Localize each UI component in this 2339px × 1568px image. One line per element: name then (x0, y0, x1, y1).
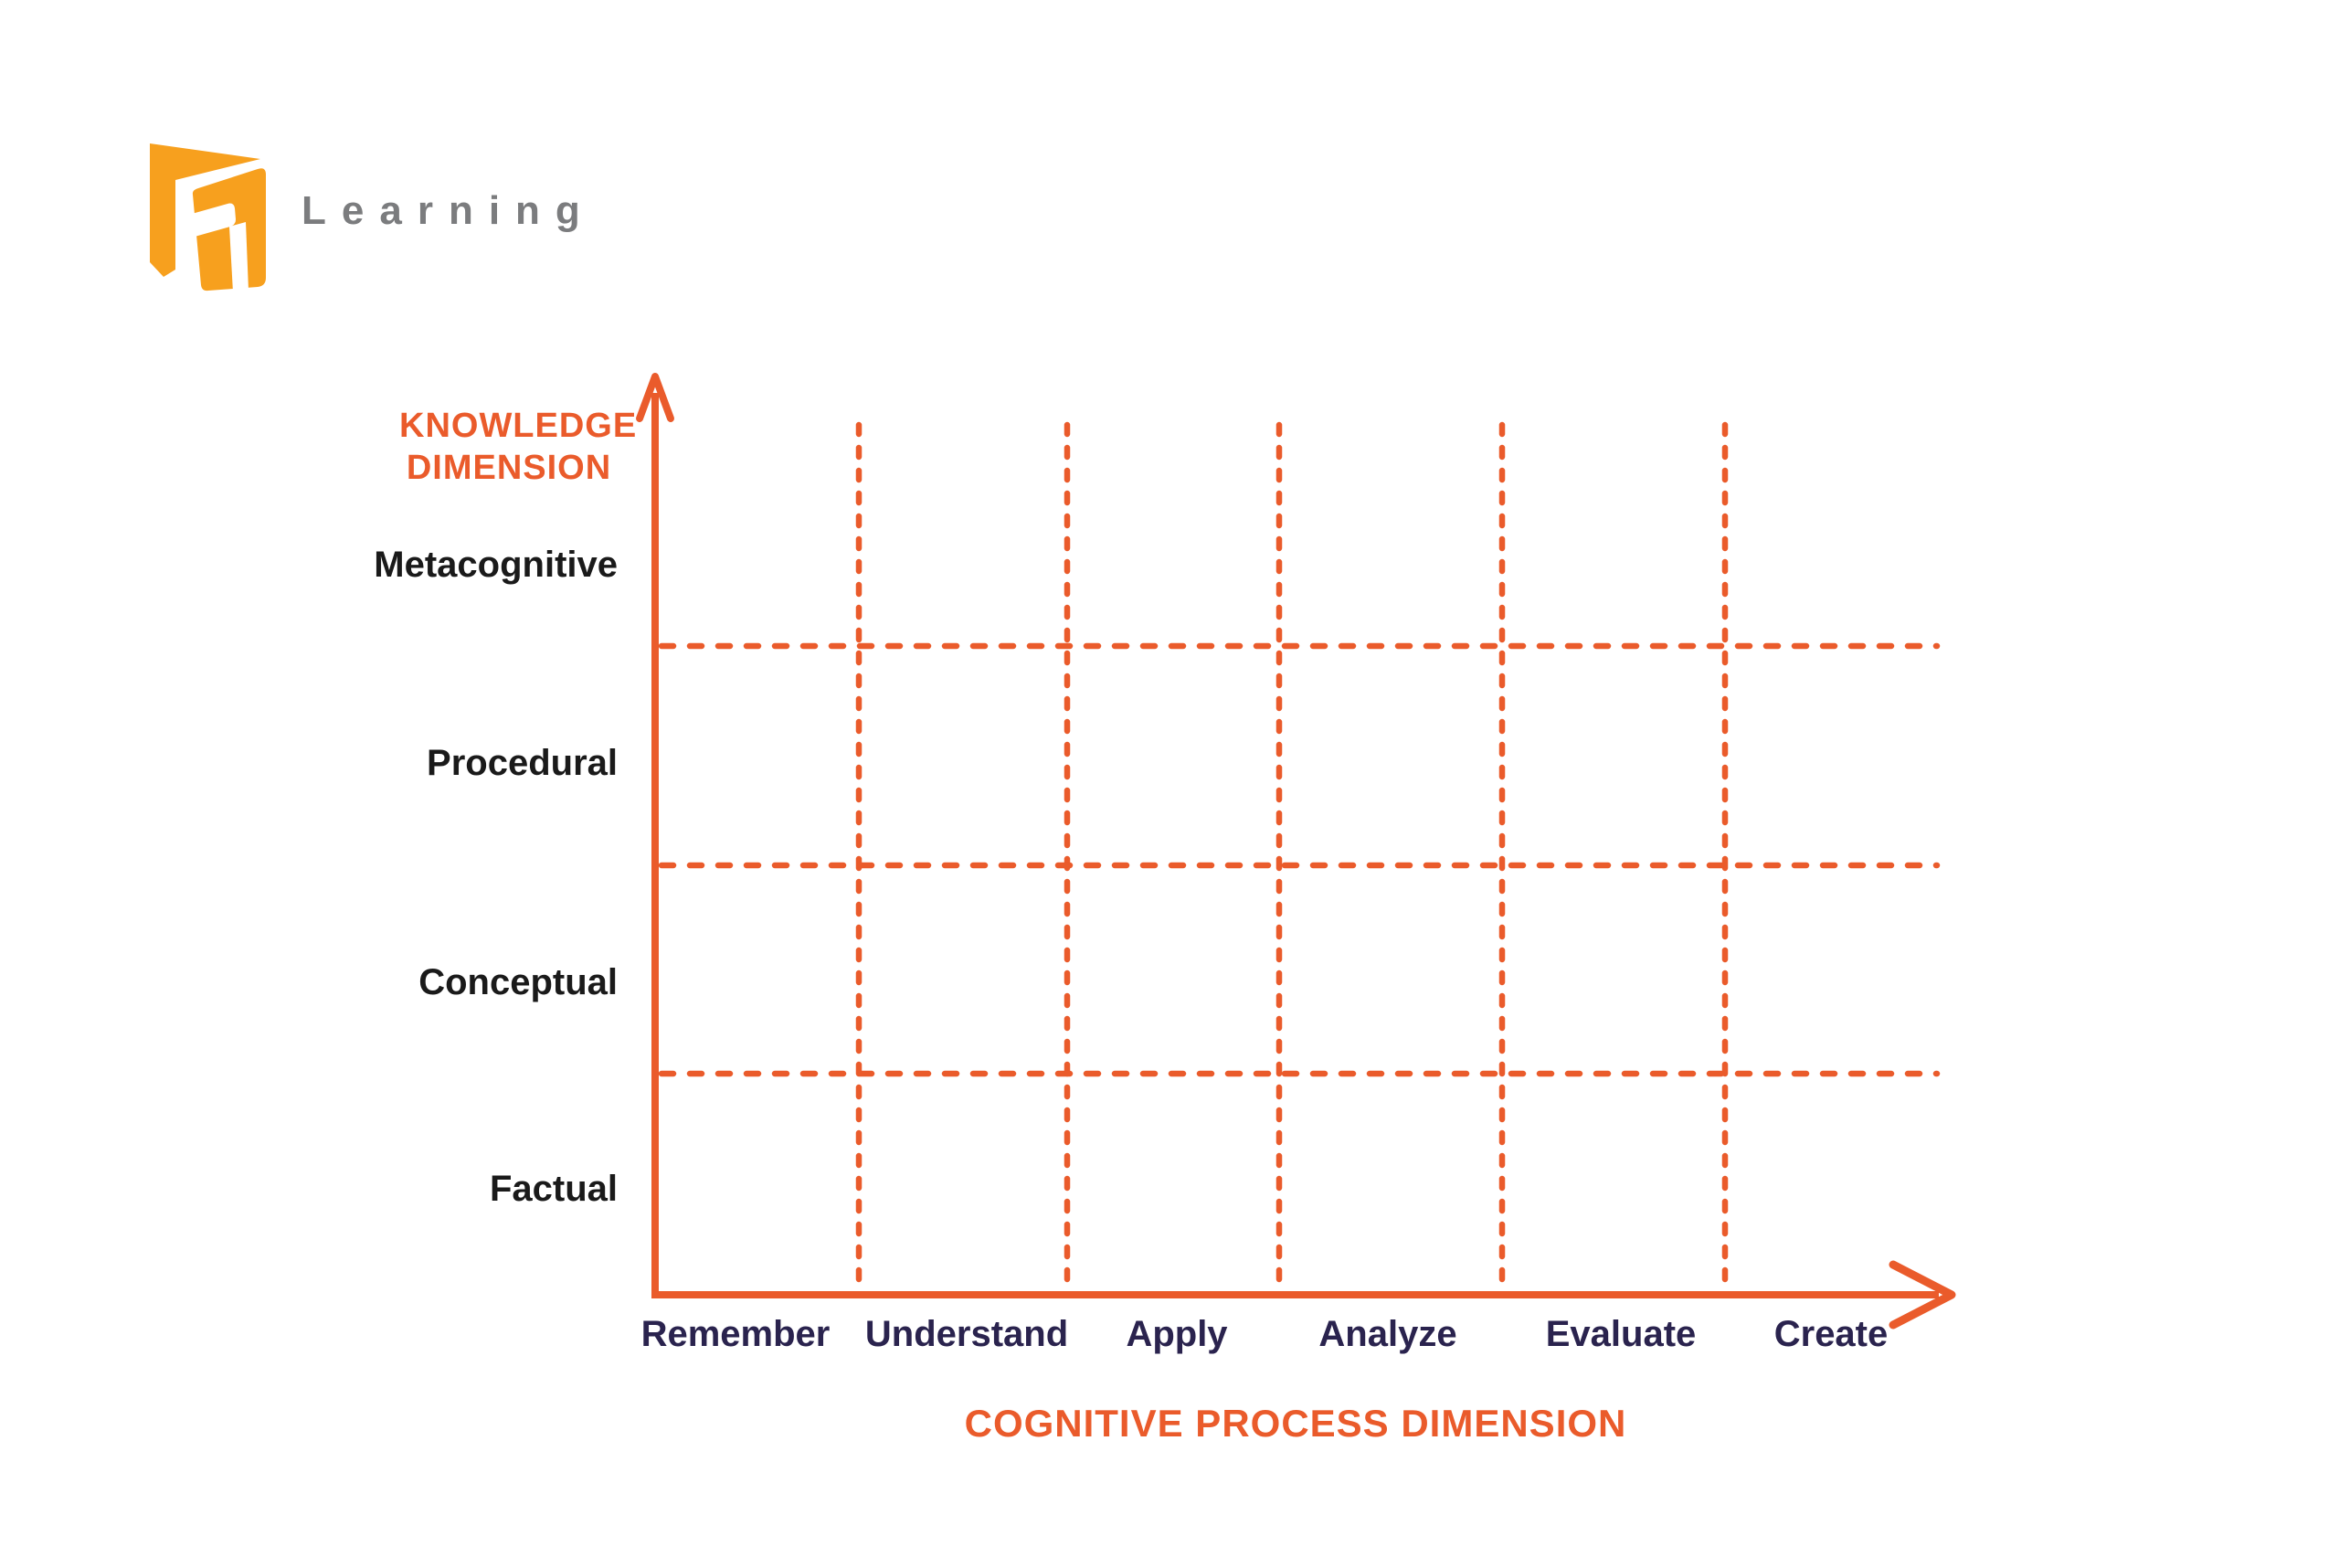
logo-panel-shape (192, 168, 266, 291)
col-label-understand: Understand (864, 1314, 1069, 1354)
x-axis-arrowhead-icon (1889, 1260, 1956, 1330)
row-label-conceptual: Conceptual (418, 962, 618, 1002)
brand-wordmark: Learning (302, 188, 596, 233)
row-label-metacognitive: Metacognitive (374, 545, 618, 585)
logo-f-stem-cutout (229, 222, 249, 292)
col-label-apply: Apply (1126, 1314, 1228, 1354)
row-label-factual: Factual (489, 1169, 618, 1209)
col-label-remember: Remember (640, 1314, 831, 1354)
col-label-analyze: Analyze (1318, 1314, 1457, 1354)
row-label-procedural: Procedural (427, 743, 618, 783)
y-axis-arrowhead-icon (636, 373, 674, 422)
y-axis-title-line-2: DIMENSION (406, 449, 612, 487)
col-label-evaluate: Evaluate (1545, 1314, 1697, 1354)
y-axis-title: KNOWLEDGE DIMENSION (399, 405, 638, 489)
x-axis-title: COGNITIVE PROCESS DIMENSION (964, 1402, 1627, 1445)
y-axis-title-line-1: KNOWLEDGE (399, 407, 638, 445)
logo-flag-spine-shape (150, 143, 260, 277)
col-label-create: Create (1773, 1314, 1889, 1354)
logo-f-notch-cutout (192, 203, 236, 237)
f-learning-logo-icon (150, 143, 266, 292)
